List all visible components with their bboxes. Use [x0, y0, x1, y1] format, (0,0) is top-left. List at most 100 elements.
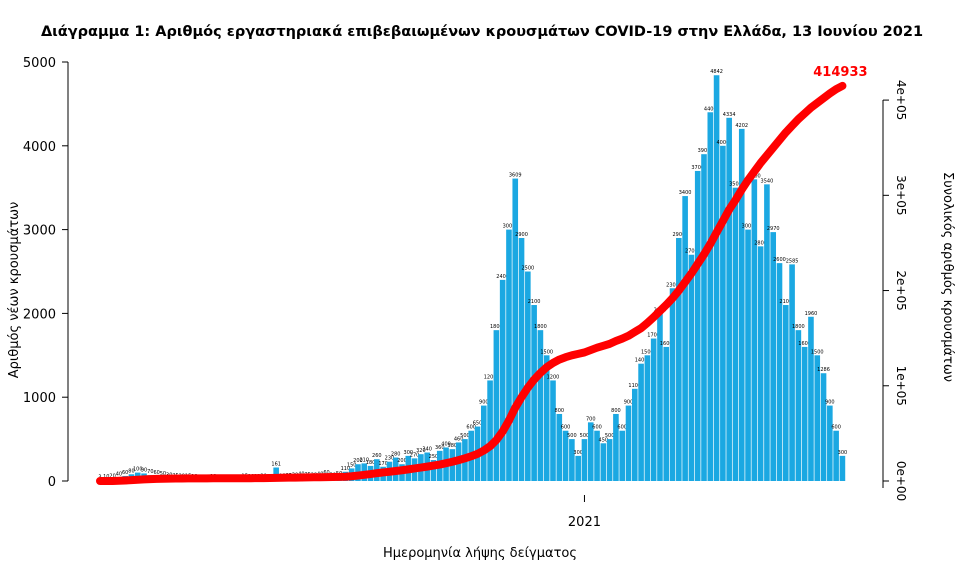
y-tick-label: 2000 — [23, 307, 56, 322]
bar-value-label: 3540 — [761, 178, 774, 184]
chart-title: Διάγραμμα 1: Αριθμός εργαστηριακά επιβεβ… — [41, 24, 923, 40]
bar-value-label: 1700 — [647, 333, 660, 339]
bar-value-label: 700 — [586, 416, 596, 422]
bar — [644, 355, 651, 481]
bar-value-label: 500 — [460, 433, 470, 439]
bar-value-label: 60 — [153, 470, 159, 476]
bar-value-label: 460 — [454, 436, 464, 442]
bar-value-label: 3609 — [509, 173, 522, 179]
cumulative-line — [96, 81, 847, 485]
end-value-label: 414933 — [813, 65, 867, 80]
y2-axis-label: Συνολικός αριθμός κρουσμάτων — [940, 172, 955, 382]
bar — [839, 455, 846, 481]
bar — [493, 330, 500, 481]
bar-value-label: 60 — [122, 470, 128, 476]
bar-value-label: 200 — [353, 458, 363, 464]
bar — [550, 380, 556, 481]
bar — [751, 179, 758, 481]
bar-value-label: 2400 — [496, 274, 509, 280]
bar-value-label: 200 — [397, 458, 407, 464]
bar-value-label: 300 — [404, 450, 414, 456]
bar — [480, 405, 487, 481]
bar — [543, 355, 550, 481]
bar — [682, 196, 688, 481]
bar — [688, 254, 695, 481]
bar — [518, 237, 525, 481]
bar-value-label: 260 — [372, 453, 382, 459]
bar-value-label: 500 — [605, 433, 615, 439]
bar — [833, 430, 839, 481]
bar-value-label: 1500 — [641, 349, 654, 355]
bar — [506, 229, 512, 481]
bar — [556, 413, 563, 481]
bar-value-label: 1400 — [635, 358, 648, 364]
bar — [795, 330, 802, 481]
bar-value-label: 3000 — [742, 224, 755, 230]
bar-value-label: 250 — [429, 454, 439, 460]
bar — [587, 422, 594, 481]
bar — [531, 305, 537, 481]
bar-value-label: 4334 — [723, 112, 736, 118]
bar-value-label: 2700 — [685, 249, 698, 255]
bar-value-label: 40 — [116, 472, 122, 478]
bar — [657, 313, 663, 481]
bar-value-label: 2800 — [754, 240, 767, 246]
bar-value-label: 360 — [435, 445, 445, 451]
bar-value-label: 300 — [838, 450, 848, 456]
bar — [732, 187, 739, 481]
bar-value-label: 230 — [385, 456, 395, 462]
bar-value-label: 20 — [109, 473, 115, 479]
bar-value-label: 4400 — [704, 106, 717, 112]
bar-value-label: 1600 — [660, 341, 673, 347]
bar-value-label: 1500 — [811, 349, 824, 355]
bar-value-label: 1800 — [534, 324, 547, 330]
bar — [600, 443, 607, 481]
bar-value-label: 90 — [141, 467, 147, 473]
bar — [720, 145, 726, 482]
bar — [606, 439, 613, 481]
bar-value-label: 400 — [441, 441, 451, 447]
bar — [764, 184, 770, 481]
y2-tick-label: 2e+05 — [894, 270, 908, 310]
y2-tick-label: 3e+05 — [894, 175, 908, 215]
bar — [663, 346, 670, 481]
bar-value-label: 60 — [323, 470, 329, 476]
bar — [499, 279, 506, 481]
bar-value-label: 4000 — [717, 140, 730, 146]
bar — [701, 154, 707, 481]
bar-value-label: 600 — [592, 425, 602, 431]
y-axis-label: Αριθμός νέων κρουσμάτων — [7, 202, 22, 379]
bar — [487, 380, 493, 481]
bar-value-label: 161 — [271, 462, 281, 468]
bar — [801, 346, 808, 481]
bar-value-label: 2585 — [786, 258, 799, 264]
bar — [669, 288, 676, 481]
bar-value-label: 600 — [466, 425, 476, 431]
bar-value-label: 900 — [479, 400, 489, 406]
bar — [827, 405, 833, 481]
bar-value-label: 320 — [416, 448, 426, 454]
bar-value-label: 2500 — [521, 266, 534, 272]
y2-tick-label: 0e+00 — [894, 461, 908, 501]
bar-value-label: 380 — [448, 443, 458, 449]
bar — [694, 170, 701, 481]
bar-value-label: 900 — [825, 400, 835, 406]
bar-value-label: 4842 — [710, 69, 723, 75]
bar-value-label: 170 — [378, 461, 388, 467]
bar-value-label: 3500 — [729, 182, 742, 188]
bar — [713, 75, 720, 481]
y-tick-label: 4000 — [23, 140, 56, 155]
y2-tick-label: 1e+05 — [894, 366, 908, 406]
bar — [757, 246, 764, 481]
bar-value-label: 2300 — [666, 282, 679, 288]
bar-value-label: 500 — [567, 433, 577, 439]
bar — [814, 355, 821, 481]
bar — [808, 316, 814, 481]
bar-value-label: 50 — [160, 471, 166, 477]
x-axis-label: Ημερομηνία λήψης δείγματος — [383, 546, 577, 561]
y2-tick-label: 4e+05 — [894, 80, 908, 120]
bar-value-label: 210 — [359, 457, 369, 463]
bar-value-label: 800 — [611, 408, 621, 414]
y-tick-label: 0 — [48, 475, 56, 490]
